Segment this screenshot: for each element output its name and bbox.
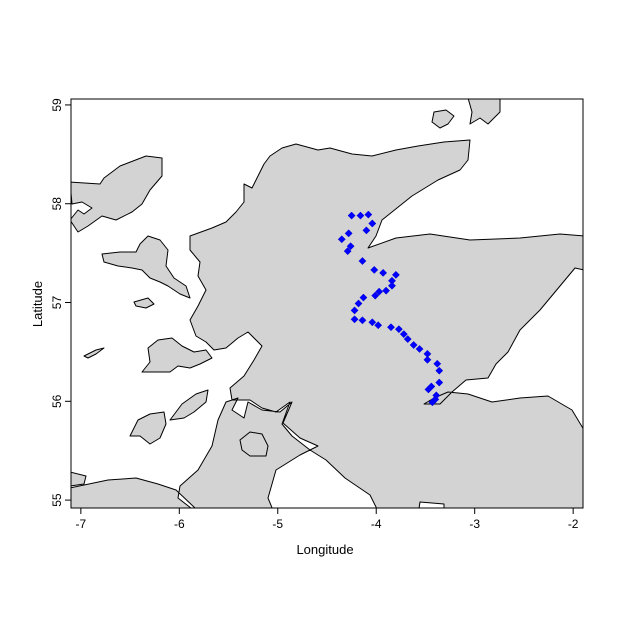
data-point xyxy=(358,316,367,325)
plot-frame xyxy=(70,98,584,509)
data-point xyxy=(428,398,437,407)
data-point xyxy=(368,219,377,228)
data-point xyxy=(387,323,395,332)
data-point xyxy=(435,378,444,387)
data-point xyxy=(344,229,353,238)
y-tick-label: 56 xyxy=(50,394,64,408)
jura-island xyxy=(169,389,209,421)
skye-island xyxy=(101,235,191,299)
y-tick-label: 55 xyxy=(50,493,64,507)
x-tick-label: -6 xyxy=(174,517,185,531)
data-point xyxy=(350,306,359,315)
data-point xyxy=(391,270,400,279)
y-axis-label: Latitude xyxy=(30,281,45,327)
x-tick-label: -4 xyxy=(371,517,382,531)
x-tick-label: -7 xyxy=(76,517,87,531)
x-axis-label: Longitude xyxy=(296,542,353,557)
data-point xyxy=(364,210,373,219)
data-point xyxy=(382,286,391,295)
data-point xyxy=(362,226,371,235)
data-point xyxy=(358,257,367,265)
data-point xyxy=(347,211,356,220)
x-tick-label: -5 xyxy=(272,517,283,531)
data-point xyxy=(343,247,352,256)
data-point xyxy=(403,335,412,344)
data-point xyxy=(350,315,359,324)
y-axis: 55 56 57 58 59 xyxy=(50,98,71,507)
data-point xyxy=(433,359,442,368)
data-point xyxy=(337,235,346,244)
data-point xyxy=(409,341,418,349)
x-axis: -7 -6 -5 -4 -3 -2 xyxy=(76,508,579,531)
data-point xyxy=(354,299,363,308)
orkney-island xyxy=(467,99,501,125)
coastline-layer xyxy=(71,99,583,508)
data-point xyxy=(424,385,433,394)
data-points xyxy=(337,210,444,407)
islay-island xyxy=(129,411,167,445)
mainland-landmass xyxy=(71,139,583,508)
data-point xyxy=(394,325,403,334)
arran-island xyxy=(239,431,269,457)
mull-island xyxy=(141,337,213,373)
data-point xyxy=(399,330,408,339)
data-point xyxy=(415,344,424,353)
x-tick-label: -2 xyxy=(568,517,579,531)
x-tick-label: -3 xyxy=(469,517,480,531)
kintyre-fragment xyxy=(71,471,87,487)
data-point xyxy=(388,281,396,290)
data-point xyxy=(379,268,388,277)
y-tick-label: 57 xyxy=(50,296,64,310)
data-point xyxy=(375,287,384,296)
data-point xyxy=(368,318,377,327)
data-point xyxy=(435,366,444,375)
y-tick-label: 58 xyxy=(50,197,64,211)
small-isle xyxy=(133,297,155,309)
data-point xyxy=(370,265,379,274)
orkney-island-small xyxy=(431,109,455,129)
data-point xyxy=(359,293,368,302)
y-tick-label: 59 xyxy=(50,98,64,112)
barra-island xyxy=(83,347,105,359)
data-point xyxy=(423,355,432,364)
lewis-island xyxy=(71,155,163,233)
data-point xyxy=(374,321,383,330)
data-point xyxy=(371,291,380,300)
data-point xyxy=(346,242,355,251)
data-point xyxy=(356,211,365,220)
